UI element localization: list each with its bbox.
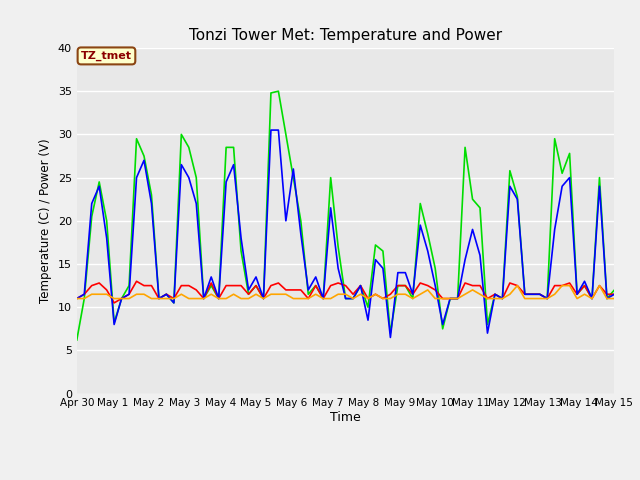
Panel T bbox=[529, 291, 536, 297]
Air T bbox=[536, 291, 543, 297]
Air T bbox=[551, 227, 559, 232]
Battery V bbox=[551, 283, 559, 288]
Battery V bbox=[611, 291, 618, 297]
Line: Solar V: Solar V bbox=[77, 286, 614, 299]
Air T bbox=[387, 335, 394, 340]
Air T bbox=[73, 296, 81, 301]
Panel T bbox=[73, 337, 81, 343]
Air T bbox=[267, 127, 275, 133]
Panel T bbox=[193, 175, 200, 180]
Solar V bbox=[342, 291, 349, 297]
Panel T bbox=[349, 296, 357, 301]
Solar V bbox=[611, 296, 618, 301]
Panel T bbox=[252, 283, 260, 288]
Battery V bbox=[536, 291, 543, 297]
Panel T bbox=[611, 287, 618, 293]
Air T bbox=[252, 274, 260, 280]
Air T bbox=[193, 201, 200, 206]
Battery V bbox=[573, 291, 581, 297]
Solar V bbox=[543, 296, 551, 301]
Solar V bbox=[73, 296, 81, 301]
Air T bbox=[349, 296, 357, 301]
Battery V bbox=[132, 278, 140, 284]
Line: Panel T: Panel T bbox=[77, 91, 614, 340]
Y-axis label: Temperature (C) / Power (V): Temperature (C) / Power (V) bbox=[39, 139, 52, 303]
Panel T bbox=[275, 88, 282, 94]
Solar V bbox=[529, 296, 536, 301]
Battery V bbox=[207, 280, 215, 286]
Solar V bbox=[513, 283, 521, 288]
Air T bbox=[573, 291, 581, 297]
Line: Battery V: Battery V bbox=[77, 281, 614, 303]
Solar V bbox=[193, 296, 200, 301]
Air T bbox=[611, 291, 618, 297]
Title: Tonzi Tower Met: Temperature and Power: Tonzi Tower Met: Temperature and Power bbox=[189, 28, 502, 43]
Line: Air T: Air T bbox=[77, 130, 614, 337]
Battery V bbox=[356, 283, 364, 288]
Solar V bbox=[566, 283, 573, 288]
Battery V bbox=[110, 300, 118, 306]
Battery V bbox=[73, 296, 81, 301]
Panel T bbox=[543, 296, 551, 301]
Battery V bbox=[267, 283, 275, 288]
Panel T bbox=[566, 151, 573, 156]
Solar V bbox=[252, 291, 260, 297]
Text: TZ_tmet: TZ_tmet bbox=[81, 51, 132, 61]
X-axis label: Time: Time bbox=[330, 411, 361, 424]
